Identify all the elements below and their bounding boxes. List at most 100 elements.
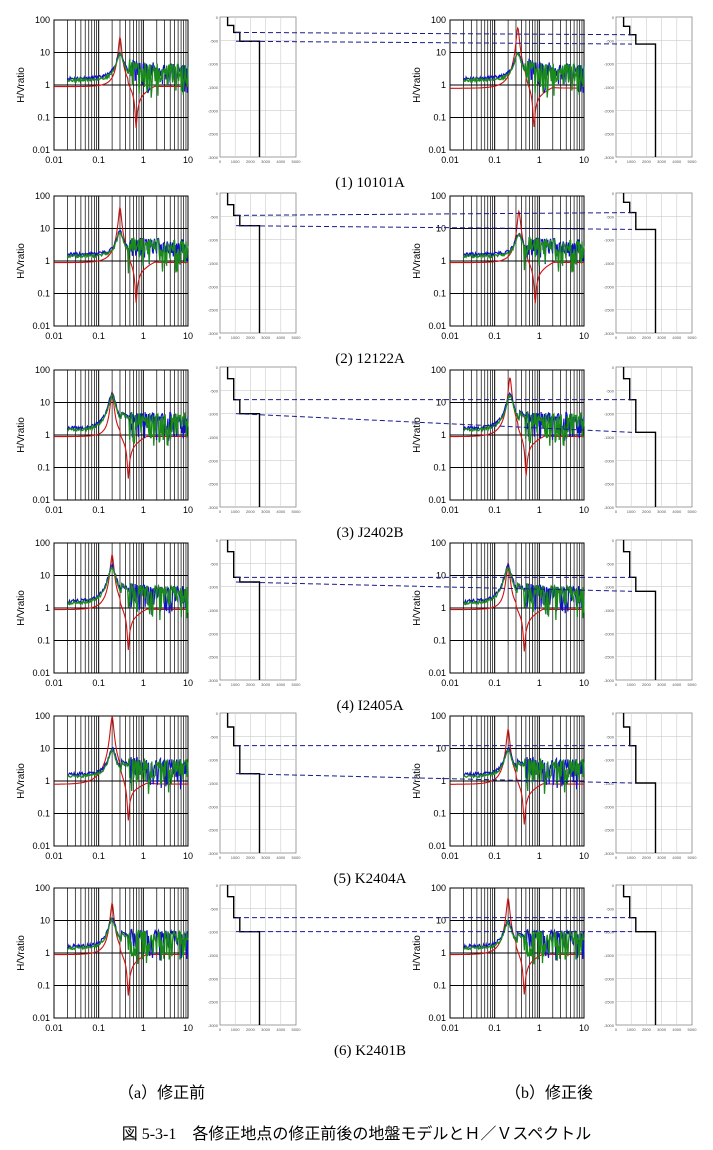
x-tick-label: 0.1 — [92, 851, 105, 861]
connector-dashed-line — [235, 212, 633, 216]
x-tick-label: 0.1 — [488, 331, 501, 341]
y-tick-label: 0.1 — [433, 981, 446, 991]
profile-x-tick: 0 — [615, 855, 618, 860]
profile-y-tick: -3000 — [604, 1023, 615, 1028]
site-label: (6) K2401B — [334, 1043, 406, 1059]
y-tick-label: 100 — [431, 711, 446, 721]
profile-y-tick: -3000 — [208, 678, 219, 683]
y-axis-label: H/Vratio — [16, 417, 27, 453]
site-label: (1) 10101A — [335, 175, 405, 191]
y-tick-label: 10 — [436, 398, 446, 408]
y-tick-label: 1 — [441, 776, 446, 786]
x-tick-label: 1 — [537, 851, 542, 861]
connector-dashed-line — [235, 225, 633, 230]
profile-x-tick: 5000 — [292, 509, 302, 514]
hv-plot-before: 100 10 1 0.1 0.010.01 0.1 1 10 H/Vratio — [16, 365, 193, 515]
profile-y-tick: -1000 — [208, 62, 219, 67]
profile-x-tick: 3000 — [261, 335, 271, 340]
observed-curve-green — [66, 916, 189, 965]
model-curve-red — [450, 897, 584, 995]
profile-y-tick: -1500 — [604, 781, 615, 786]
observed-curve-green — [67, 567, 189, 621]
profile-x-tick: 0 — [615, 1027, 618, 1032]
y-tick-label: 0.01 — [32, 668, 50, 678]
profile-y-tick: -1000 — [604, 758, 615, 763]
column-label-before: （a）修正前 — [118, 1085, 206, 1102]
profile-y-tick: -1500 — [604, 85, 615, 90]
x-tick-label: 0.01 — [45, 678, 63, 688]
profile-y-tick: 0 — [216, 15, 219, 20]
figure-caption: 図 5-3-1 各修正地点の修正前後の地盤モデルとＨ／Ｖスペクトル — [121, 1126, 592, 1143]
profile-y-tick: 0 — [216, 711, 219, 716]
profile-x-tick: 0 — [219, 159, 222, 164]
profile-y-tick: -1500 — [208, 435, 219, 440]
model-curve-red — [54, 391, 188, 479]
y-tick-label: 1 — [441, 430, 446, 440]
connector-dashed-line — [235, 40, 633, 45]
observed-curve-green — [66, 748, 189, 794]
x-tick-label: 0.01 — [45, 331, 63, 341]
site-label: (4) I2405A — [336, 698, 403, 714]
x-tick-label: 0.01 — [45, 851, 63, 861]
observed-curve-green — [66, 231, 189, 274]
profile-y-tick: -3000 — [604, 678, 615, 683]
hv-plot-after: 100 10 1 0.1 0.010.01 0.1 1 10 H/Vratio — [412, 711, 589, 861]
profile-x-tick: 1000 — [627, 855, 637, 860]
profile-y-tick: 0 — [612, 883, 615, 888]
y-tick-label: 100 — [431, 191, 446, 201]
profile-y-tick: 0 — [216, 538, 219, 543]
profile-y-tick: -500 — [210, 388, 219, 393]
profile-y-tick: -2000 — [208, 458, 219, 463]
x-tick-label: 0.1 — [488, 851, 501, 861]
profile-x-tick: 4000 — [276, 509, 286, 514]
profile-y-tick: -2000 — [604, 108, 615, 113]
x-tick-label: 0.01 — [441, 331, 459, 341]
x-tick-label: 1 — [141, 1023, 146, 1033]
x-tick-label: 10 — [183, 155, 193, 165]
profile-y-tick: -1500 — [604, 953, 615, 958]
profile-y-tick: -500 — [210, 561, 219, 566]
velocity-profile-line — [622, 713, 657, 853]
y-tick-label: 1 — [441, 256, 446, 266]
y-tick-label: 0.1 — [433, 636, 446, 646]
profile-x-tick: 4000 — [276, 335, 286, 340]
y-tick-label: 1 — [45, 430, 50, 440]
profile-x-tick: 2000 — [246, 335, 256, 340]
model-curve-red — [54, 36, 188, 128]
y-tick-label: 0.1 — [37, 809, 50, 819]
y-tick-label: 100 — [35, 883, 50, 893]
profile-x-tick: 3000 — [261, 509, 271, 514]
x-tick-label: 10 — [183, 331, 193, 341]
profile-x-tick: 5000 — [292, 159, 302, 164]
x-tick-label: 10 — [579, 1023, 589, 1033]
y-tick-label: 10 — [436, 744, 446, 754]
y-axis-label: H/Vratio — [16, 243, 27, 279]
y-tick-label: 0.1 — [433, 113, 446, 123]
y-tick-label: 10 — [40, 398, 50, 408]
profile-y-tick: 0 — [612, 365, 615, 370]
profile-x-tick: 5000 — [292, 682, 302, 687]
x-tick-label: 0.1 — [92, 331, 105, 341]
profile-x-tick: 1000 — [231, 159, 241, 164]
x-tick-label: 10 — [579, 851, 589, 861]
profile-y-tick: -3000 — [604, 155, 615, 160]
x-tick-label: 1 — [141, 155, 146, 165]
y-tick-label: 100 — [431, 365, 446, 375]
x-tick-label: 10 — [579, 331, 589, 341]
y-tick-label: 100 — [431, 538, 446, 548]
profile-x-tick: 2000 — [642, 855, 652, 860]
y-axis-label: H/Vratio — [16, 590, 27, 626]
profile-y-tick: -2000 — [604, 458, 615, 463]
x-tick-label: 1 — [537, 505, 542, 515]
x-tick-label: 1 — [141, 851, 146, 861]
y-tick-label: 0.1 — [37, 636, 50, 646]
profile-y-tick: -3000 — [208, 331, 219, 336]
y-tick-label: 0.01 — [428, 1013, 446, 1023]
connector-dashed-line — [235, 413, 633, 433]
x-tick-label: 0.1 — [488, 678, 501, 688]
x-tick-label: 1 — [141, 505, 146, 515]
y-axis-label: H/Vratio — [16, 935, 27, 971]
profile-x-tick: 3000 — [657, 1027, 667, 1032]
